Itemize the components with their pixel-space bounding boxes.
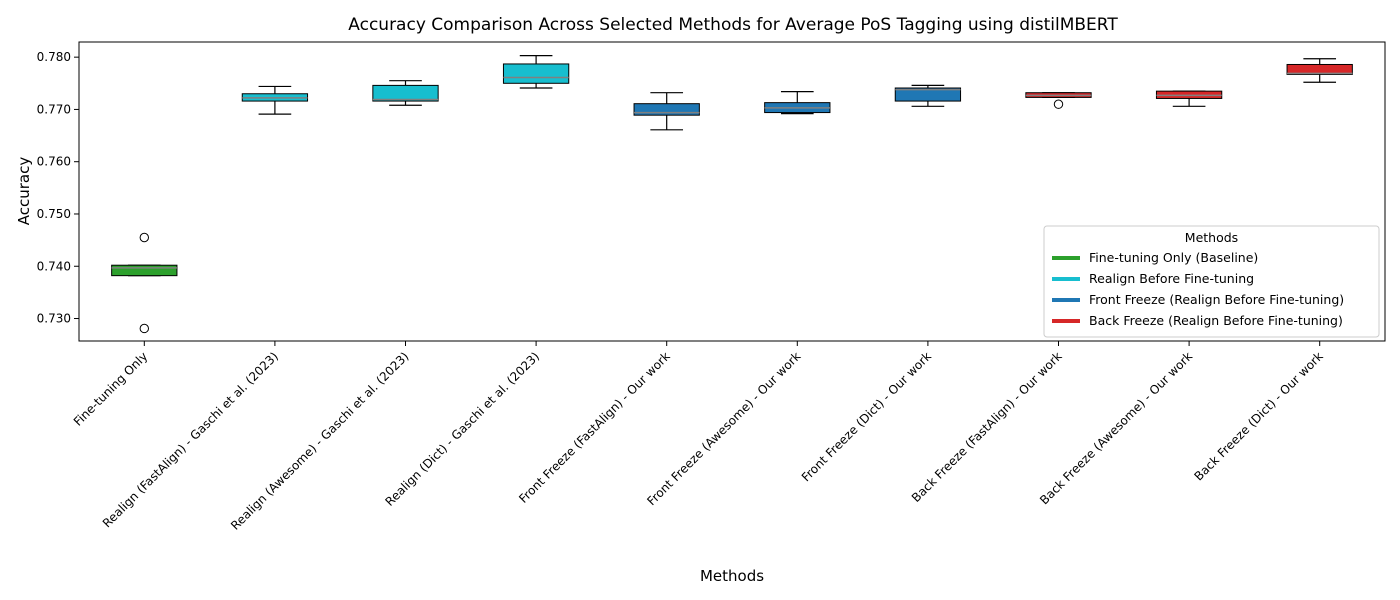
y-tick-label: 0.750 bbox=[37, 207, 71, 221]
legend-box bbox=[1043, 225, 1380, 338]
legend-entry-label: Realign Before Fine-tuning bbox=[1089, 271, 1254, 286]
x-tick-label: Fine-tuning Only bbox=[71, 349, 151, 429]
x-tick-label: Realign (Dict) - Gaschi et al. (2023) bbox=[383, 349, 543, 509]
plot-frame bbox=[78, 41, 1386, 342]
x-tick-label: Back Freeze (Dict) - Our work bbox=[1192, 349, 1326, 483]
outlier-point bbox=[1053, 99, 1064, 109]
y-axis-label: Accuracy bbox=[15, 157, 33, 226]
x-tick-label: Front Freeze (Dict) - Our work bbox=[799, 349, 934, 484]
y-tick-label: 0.770 bbox=[37, 102, 71, 116]
chart-title: Accuracy Comparison Across Selected Meth… bbox=[348, 15, 1118, 35]
x-axis-label: Methods bbox=[700, 567, 764, 585]
y-tick-label: 0.760 bbox=[37, 155, 71, 169]
y-tick-label: 0.730 bbox=[37, 312, 71, 326]
outlier-point bbox=[139, 232, 150, 243]
x-tick-label: Back Freeze (FastAlign) - Our work bbox=[909, 349, 1065, 505]
box bbox=[372, 84, 439, 102]
y-tick-label: 0.780 bbox=[37, 50, 71, 64]
legend-entry-label: Fine-tuning Only (Baseline) bbox=[1089, 250, 1258, 265]
x-tick-label: Front Freeze (Awesome) - Our work bbox=[644, 349, 803, 508]
box bbox=[894, 87, 962, 102]
legend: Methods Fine-tuning Only (Baseline) Realig… bbox=[1043, 225, 1380, 338]
box bbox=[633, 103, 700, 116]
y-tick-label: 0.740 bbox=[37, 259, 71, 273]
box bbox=[502, 63, 570, 84]
x-tick-label: Front Freeze (FastAlign) - Our work bbox=[516, 349, 673, 506]
x-tick-label: Back Freeze (Awesome) - Our work bbox=[1037, 349, 1195, 507]
legend-entry-label: Back Freeze (Realign Before Fine-tuning) bbox=[1089, 313, 1343, 328]
legend-entry-label: Front Freeze (Realign Before Fine-tuning… bbox=[1089, 292, 1344, 307]
box bbox=[111, 264, 178, 277]
box bbox=[1286, 63, 1353, 75]
outlier-point bbox=[139, 323, 150, 334]
legend-title: Methods bbox=[1185, 230, 1238, 245]
